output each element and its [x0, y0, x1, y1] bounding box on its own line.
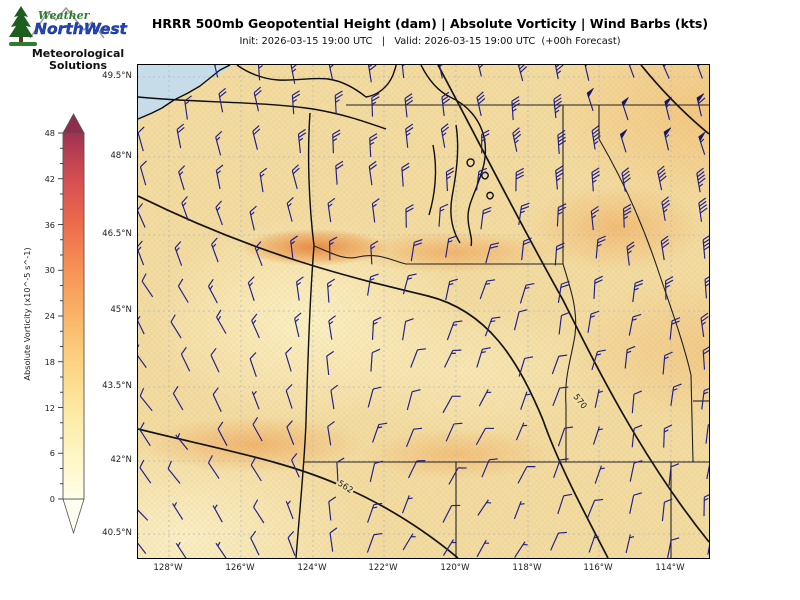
logo-tagline: Meteorological Solutions — [8, 48, 148, 72]
geopotential-contours — [138, 65, 709, 558]
contour-566 — [138, 195, 609, 558]
contour-574 — [640, 65, 709, 135]
logo-word2: NorthWest — [34, 20, 128, 38]
tagline-line2: Solutions — [48, 59, 108, 72]
longitude-tick-label: 118°W — [512, 563, 542, 573]
vorticity-fill-layer — [138, 65, 709, 558]
mountain-icon — [29, 7, 105, 39]
state-borders — [303, 104, 709, 558]
tagline-line1: Meteorological — [31, 47, 125, 60]
puget-sound-west — [450, 124, 461, 244]
chart-title: HRRR 500mb Geopotential Height (dam) | A… — [151, 16, 709, 31]
colorbar — [58, 113, 85, 535]
colorbar-tick-label: 42 — [44, 173, 55, 184]
hood-canal — [428, 144, 437, 216]
contour-label-570: 570 — [571, 392, 589, 411]
colorbar-tick-label: 30 — [44, 265, 55, 276]
latitude-tick-label: 40.5°N — [102, 528, 132, 538]
contour-562 — [138, 428, 459, 558]
colorbar-gradient-bar — [62, 132, 85, 500]
colorbar-axis-title: Absolute Vorticity (x10^-5 s^-1) — [22, 247, 32, 381]
colorbar-tick-label: 36 — [44, 219, 55, 230]
colorbar-arrow-top — [62, 113, 85, 134]
longitude-tick-label: 114°W — [655, 563, 685, 573]
vancouver-island-south-coast — [236, 65, 397, 98]
colorbar-tick-label: 48 — [44, 128, 55, 138]
washington-coast — [307, 112, 315, 247]
coastlines — [138, 65, 494, 558]
colorbar-arrow-bottom — [62, 498, 85, 535]
vorticity-hatch-texture — [138, 65, 709, 558]
longitude-tick-label: 116°W — [583, 563, 613, 573]
colorbar-tick-label: 6 — [49, 448, 55, 459]
longitude-tick-label: 124°W — [297, 563, 327, 573]
colorbar-tick-label: 0 — [49, 494, 55, 504]
latitude-tick-label: 46.5°N — [102, 229, 132, 239]
oregon-california-coast — [295, 245, 315, 558]
washington-oregon-border — [313, 245, 563, 265]
map-plot-area: 562 570 — [137, 64, 710, 559]
islands — [466, 158, 494, 200]
contour-570 — [437, 65, 709, 543]
colorbar-ticks — [58, 132, 63, 500]
puget-sound-east — [420, 65, 487, 247]
latitude-tick-label: 45°N — [110, 305, 132, 315]
latitude-tick-label: 48°N — [110, 151, 132, 161]
colorbar-tick-label: 18 — [44, 356, 55, 367]
graticule — [138, 65, 709, 558]
longitude-tick-label: 122°W — [368, 563, 398, 573]
pine-tree-icon — [9, 6, 37, 46]
oregon-idaho-border — [562, 263, 577, 462]
colorbar-tick-label: 12 — [44, 402, 55, 413]
chart-subtitle: Init: 2026-03-15 19:00 UTC | Valid: 2026… — [239, 36, 621, 47]
strait-juan-de-fuca-south — [138, 96, 387, 130]
longitude-tick-label: 126°W — [225, 563, 255, 573]
longitude-tick-label: 120°W — [440, 563, 470, 573]
idaho-montana-border — [598, 105, 694, 463]
weather-northwest-logo: Weather NorthWest Meteorological Solutio… — [8, 4, 138, 72]
wind-barbs-layer — [138, 65, 709, 558]
latitude-tick-label: 43.5°N — [102, 381, 132, 391]
colorbar-tick-label: 24 — [44, 311, 55, 321]
longitude-tick-label: 128°W — [153, 563, 183, 573]
logo-graphic: Weather NorthWest — [9, 6, 128, 46]
latitude-tick-label: 42°N — [110, 455, 132, 465]
latitude-tick-label: 49.5°N — [102, 71, 132, 81]
logo-word1: Weather — [38, 9, 91, 22]
